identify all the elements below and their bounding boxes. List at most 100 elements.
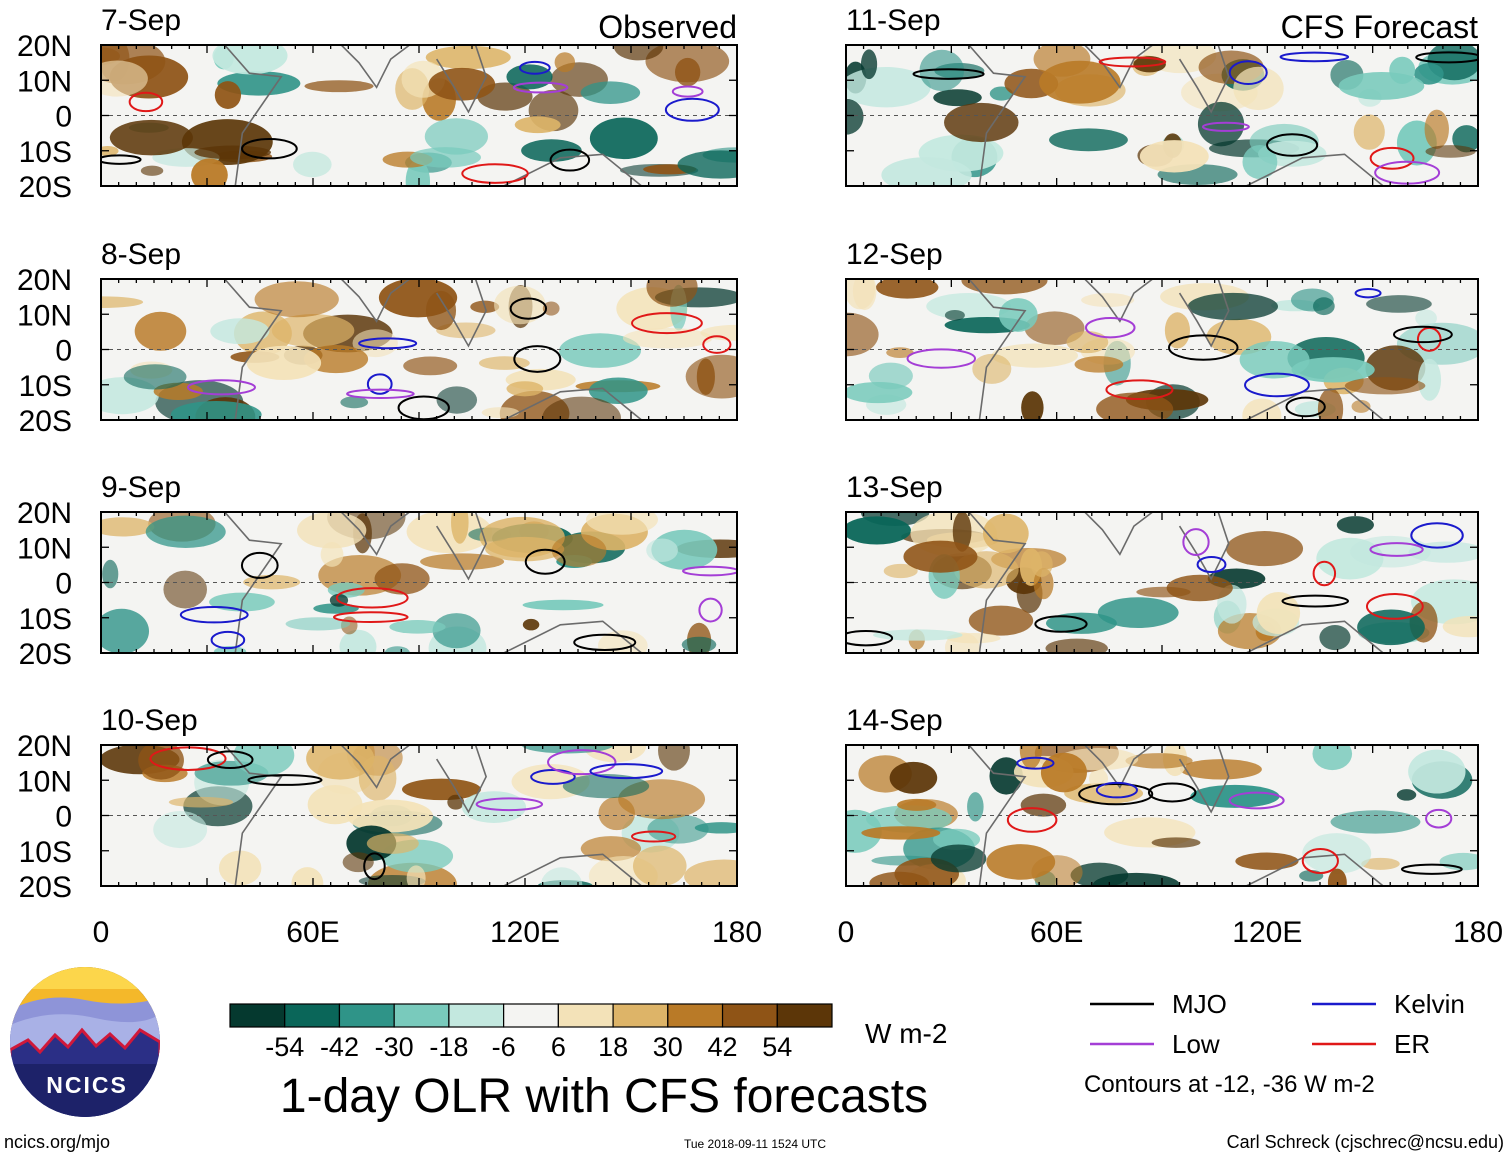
wave-contour: [1168, 334, 1239, 361]
wave-contour: [206, 750, 254, 770]
olr-anomaly-cell: [1302, 833, 1372, 874]
wave-contour: [1266, 133, 1319, 157]
colorbar-swatch: [776, 1003, 833, 1028]
wave-contour: [475, 797, 544, 812]
wave-contour: [1285, 396, 1326, 418]
olr-anomaly-cell: [254, 281, 339, 318]
olr-anomaly-cell: [304, 80, 374, 93]
x-axes: 0 60E 120E 180 0 60E 120E 180: [93, 916, 1503, 949]
colorbar-swatch: [503, 1003, 559, 1028]
olr-anomaly-cell: [1414, 63, 1444, 85]
olr-anomaly-cell: [998, 298, 1038, 332]
panel-date: 13-Sep: [846, 471, 943, 504]
olr-anomaly-cell: [952, 512, 972, 552]
olr-anomaly-cell: [109, 119, 193, 156]
olr-anomaly-cell: [1353, 114, 1385, 150]
colorbar-swatch: [284, 1003, 341, 1028]
olr-anomaly-cell: [123, 364, 187, 390]
olr-field: [846, 45, 1478, 186]
olr-anomaly-cell: [271, 314, 355, 348]
olr-anomaly-cell: [1439, 852, 1478, 871]
olr-anomaly-cell: [926, 292, 1012, 320]
x-tick-label: 60E: [286, 916, 339, 949]
olr-anomaly-cell: [210, 318, 270, 345]
olr-field: [846, 745, 1478, 886]
olr-anomaly-cell: [968, 605, 1034, 636]
y-tick-label: 20N: [17, 497, 72, 530]
map-panel: 20N10N010S20S12-Sep: [845, 238, 1479, 421]
wave-contour: [332, 611, 409, 623]
wave-contour: [1281, 594, 1350, 608]
wave-contour: [241, 138, 298, 160]
olr-anomaly-cell: [134, 311, 187, 351]
wave-contour: [1201, 121, 1250, 132]
x-tick-label: 0: [93, 916, 110, 949]
olr-anomaly-cell: [522, 599, 604, 611]
olr-anomaly-cell: [102, 559, 119, 589]
olr-anomaly-cell: [866, 805, 953, 833]
olr-anomaly-cell: [685, 354, 737, 399]
wave-contour: [1279, 51, 1350, 63]
wave-contour: [1095, 781, 1138, 799]
olr-anomaly-cell: [346, 799, 433, 833]
olr-anomaly-cell: [645, 45, 730, 83]
wave-contour: [524, 548, 566, 575]
logo-text: NCICS: [46, 1072, 128, 1098]
olr-field: [846, 512, 1478, 653]
panel-date: 7-Sep: [101, 4, 181, 37]
olr-anomaly-cell: [297, 512, 367, 549]
y-tick-label: 10N: [17, 532, 72, 565]
olr-anomaly-cell: [933, 828, 981, 851]
y-tick-label: 10S: [19, 370, 72, 403]
olr-anomaly-cell: [551, 534, 607, 568]
olr-anomaly-cell: [886, 347, 914, 358]
x-tick-label: 180: [712, 916, 762, 949]
olr-field: [101, 745, 737, 886]
y-tick-label: 10N: [17, 299, 72, 332]
wave-contour: [512, 81, 569, 94]
olr-anomaly-cell: [1092, 872, 1180, 886]
coastline: [224, 745, 643, 886]
olr-anomaly-cell: [233, 745, 295, 777]
olr-anomaly-cell: [961, 279, 1048, 295]
coastline: [968, 45, 1384, 186]
y-tick-label: 20N: [17, 730, 72, 763]
wave-contour: [631, 830, 677, 843]
olr-field: [101, 279, 737, 420]
legend-label-kelvin: Kelvin: [1394, 989, 1465, 1019]
olr-field: [101, 512, 737, 653]
wave-contour: [1196, 555, 1227, 574]
olr-anomaly-cell: [1164, 312, 1190, 349]
olr-anomaly-cell: [306, 745, 375, 780]
olr-anomaly-cell: [436, 386, 478, 414]
olr-anomaly-cell: [559, 333, 642, 368]
olr-anomaly-cell: [140, 165, 164, 176]
wave-contour: [664, 97, 720, 122]
olr-anomaly-cell: [1361, 857, 1400, 870]
olr-anomaly-cell: [1327, 868, 1347, 886]
olr-anomaly-cell: [1139, 140, 1209, 173]
olr-anomaly-cell: [869, 871, 929, 886]
wave-contour: [509, 297, 548, 320]
footer-author: Carl Schreck (cjschrec@ncsu.edu): [1227, 1132, 1504, 1152]
olr-anomaly-cell: [1396, 789, 1417, 801]
contour-note: Contours at -12, -36 W m-2: [1084, 1071, 1375, 1098]
colorbar-tick-label: 18: [598, 1032, 628, 1062]
olr-anomaly-cell: [944, 102, 1019, 143]
wave-contour: [461, 163, 529, 184]
x-tick-label: 120E: [1232, 916, 1302, 949]
figure-title: 1-day OLR with CFS forecasts: [280, 1070, 928, 1123]
olr-anomaly-cell: [425, 45, 511, 70]
olr-anomaly-cell: [1366, 295, 1432, 313]
wave-contour: [101, 154, 142, 165]
wave-contour: [1244, 372, 1310, 398]
x-tick-label: 0: [838, 916, 855, 949]
wave-contour: [1098, 56, 1167, 68]
legend-label-er: ER: [1394, 1029, 1430, 1059]
colorbar-swatch: [557, 1003, 614, 1028]
olr-anomaly-cell: [881, 157, 972, 186]
olr-anomaly-cell: [1020, 793, 1067, 817]
footer-url[interactable]: ncics.org/mjo: [4, 1132, 110, 1152]
olr-anomaly-cell: [494, 285, 546, 325]
olr-anomaly-cell: [153, 810, 208, 849]
